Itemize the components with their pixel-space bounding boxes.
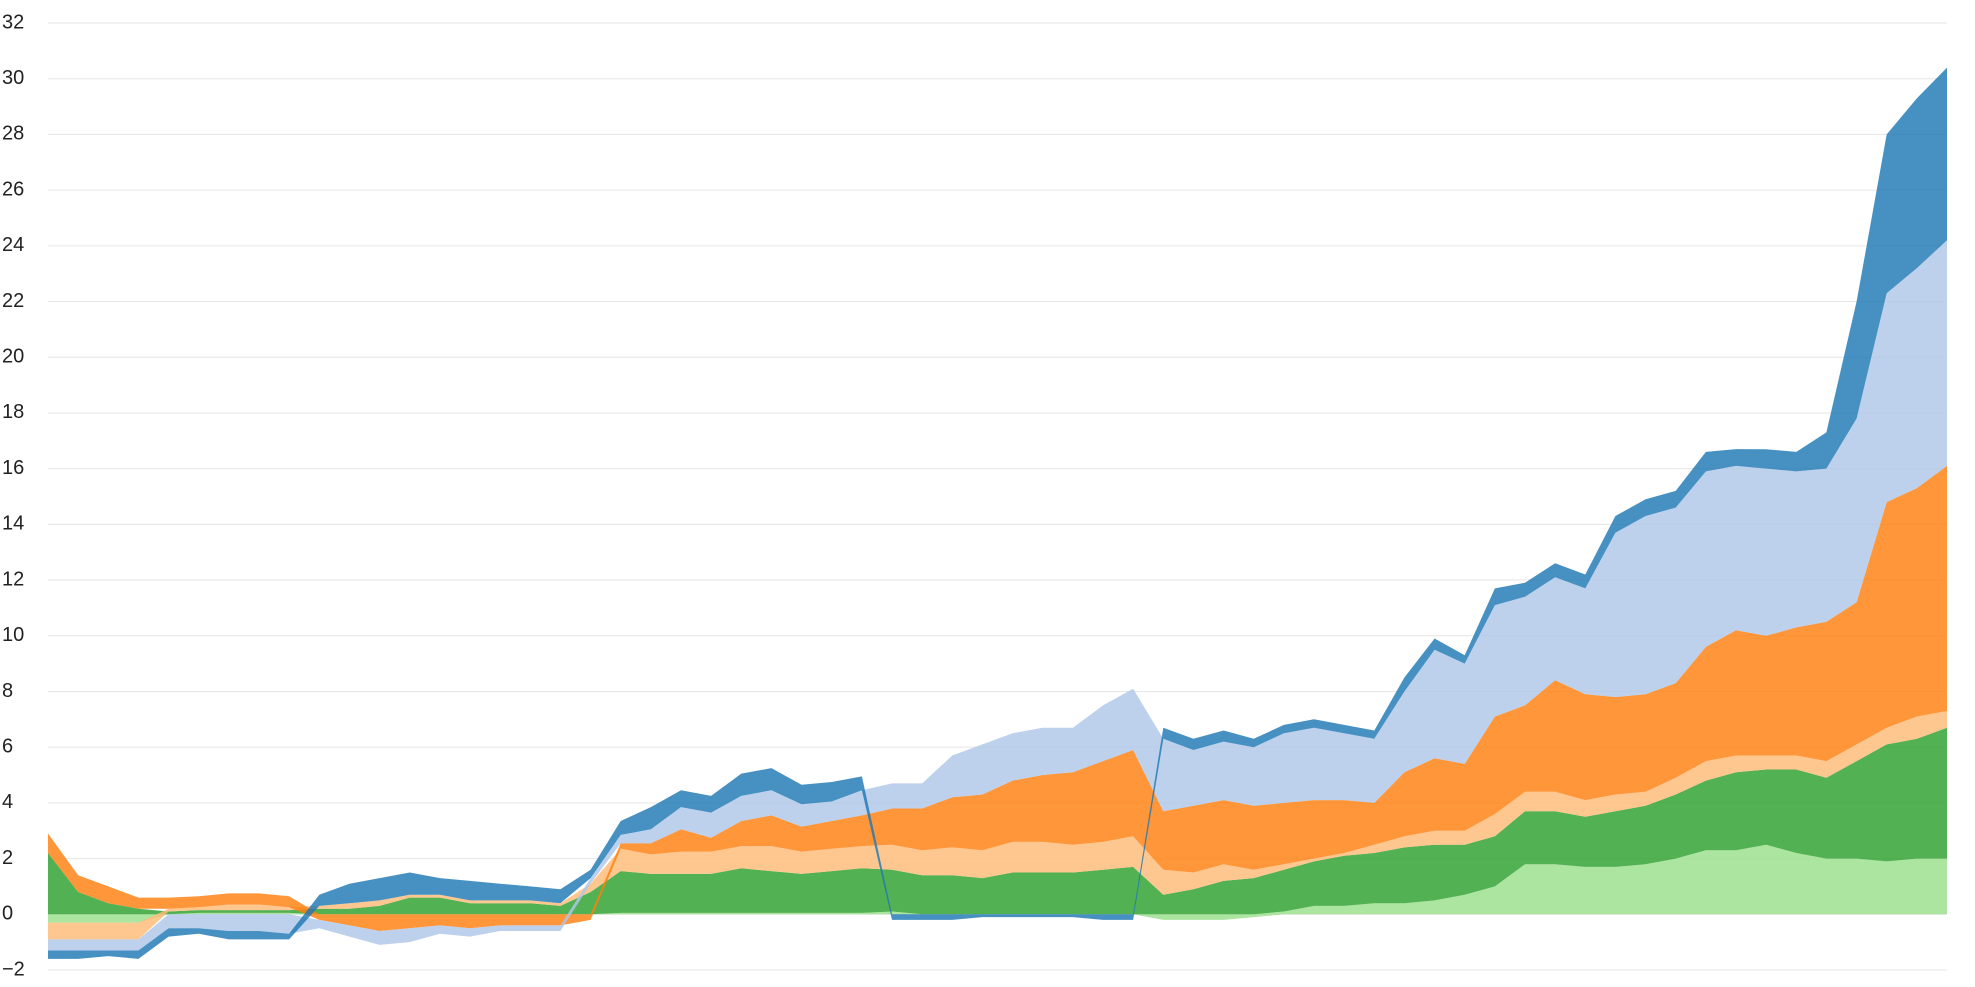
y-tick-label: 28 — [2, 123, 24, 145]
area — [48, 465, 1947, 931]
y-tick-label: 30 — [2, 67, 24, 89]
y-tick-label: 14 — [2, 513, 24, 535]
y-tick-label: −2 — [2, 958, 25, 980]
area — [48, 727, 1947, 915]
y-tick-label: 16 — [2, 457, 24, 479]
y-tick-label: 2 — [2, 847, 13, 869]
y-tick-label: 22 — [2, 290, 24, 312]
area — [48, 844, 1947, 923]
y-tick-label: 10 — [2, 624, 24, 646]
y-tick-label: 20 — [2, 346, 24, 368]
y-tick-label: 24 — [2, 234, 24, 256]
y-tick-label: 12 — [2, 568, 24, 590]
area — [48, 240, 1947, 951]
y-tick-label: 4 — [2, 791, 13, 813]
y-tick-label: 6 — [2, 735, 13, 757]
grid — [48, 22, 1947, 971]
y-tick-label: 0 — [2, 903, 13, 925]
y-tick-label: 8 — [2, 680, 13, 702]
y-tick-label: 26 — [2, 178, 24, 200]
y-tick-label: 18 — [2, 401, 24, 423]
y-tick-label: 32 — [2, 11, 24, 33]
